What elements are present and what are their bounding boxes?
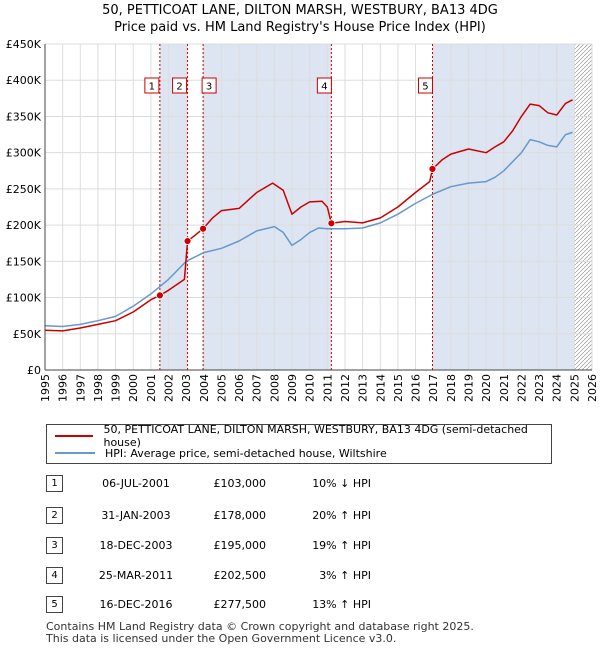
- x-tick-label: 2020: [480, 374, 493, 402]
- x-tick-label: 2015: [392, 374, 405, 402]
- x-tick-label: 2004: [198, 374, 211, 402]
- y-tick-label: £200K: [6, 219, 42, 232]
- sale-marker-box: [144, 77, 160, 94]
- legend: 50, PETTICOAT LANE, DILTON MARSH, WESTBU…: [46, 423, 552, 464]
- sale-marker-box: [316, 77, 332, 94]
- table-row-number: 5: [46, 596, 63, 613]
- table-row-number: 2: [46, 507, 63, 524]
- footer-copyright: Contains HM Land Registry data © Crown c…: [46, 620, 474, 633]
- legend-label-hpi: HPI: Average price, semi-detached house,…: [105, 446, 387, 460]
- y-tick-label: £400K: [6, 74, 42, 87]
- x-tick-label: 1996: [57, 374, 70, 402]
- legend-item-property: 50, PETTICOAT LANE, DILTON MARSH, WESTBU…: [55, 423, 551, 449]
- x-tick-label: 1997: [74, 374, 87, 402]
- sale-marker-label: 2: [176, 82, 182, 93]
- sale-marker-label: 4: [321, 82, 327, 93]
- sale-marker-box: [417, 77, 433, 94]
- x-tick-label: 2025: [568, 374, 581, 402]
- table-row-price: £277,500: [213, 598, 267, 611]
- table-row-hpi: 10% ↓ HPI: [312, 477, 371, 490]
- x-tick-label: 2010: [304, 374, 317, 402]
- table-row-date: 25-MAR-2011: [98, 569, 174, 582]
- forecast-hatch: [574, 44, 592, 370]
- sale-marker-label: 5: [422, 82, 428, 93]
- table-row-hpi: 19% ↑ HPI: [312, 539, 371, 552]
- hpi-line: [44, 131, 573, 328]
- x-tick-label: 2024: [551, 374, 564, 402]
- table-row: 3 18-DEC-2003 £195,000 19% ↑ HPI: [46, 537, 550, 555]
- property-price-line: [44, 99, 573, 332]
- table-row-date: 06-JUL-2001: [102, 477, 170, 490]
- table-row-date: 18-DEC-2003: [99, 539, 173, 552]
- x-tick-label: 1999: [110, 374, 123, 402]
- table-row-number: 1: [46, 475, 63, 492]
- x-tick-label: 2023: [533, 374, 546, 402]
- x-tick-label: 2017: [427, 374, 440, 402]
- table-row-price: £195,000: [213, 539, 267, 552]
- table-row: 1 06-JUL-2001 £103,000 10% ↓ HPI: [46, 475, 550, 493]
- x-tick-label: 2003: [180, 374, 193, 402]
- legend-swatch-hpi: [55, 452, 95, 454]
- table-row-hpi: 3% ↑ HPI: [319, 569, 371, 582]
- table-row-date: 31-JAN-2003: [101, 509, 171, 522]
- x-tick-label: 2001: [145, 374, 158, 402]
- x-tick-label: 2013: [357, 374, 370, 402]
- table-row: 5 16-DEC-2016 £277,500 13% ↑ HPI: [46, 596, 550, 614]
- sale-point: [428, 165, 437, 173]
- chart-subtitle: Price paid vs. HM Land Registry's House …: [114, 20, 486, 35]
- x-tick-label: 2018: [445, 374, 458, 402]
- chart-title: 50, PETTICOAT LANE, DILTON MARSH, WESTBU…: [102, 3, 498, 18]
- x-tick-label: 2011: [321, 374, 334, 402]
- footer-licence: This data is licensed under the Open Gov…: [46, 632, 397, 645]
- legend-label-property: 50, PETTICOAT LANE, DILTON MARSH, WESTBU…: [103, 423, 528, 449]
- x-tick-label: 2005: [215, 374, 228, 402]
- table-row-hpi: 13% ↑ HPI: [312, 598, 371, 611]
- sale-point: [183, 237, 192, 245]
- y-tick-label: £100K: [6, 292, 42, 305]
- y-tick-label: £150K: [6, 255, 42, 268]
- sale-marker-box: [172, 77, 188, 94]
- table-row-date: 16-DEC-2016: [99, 598, 173, 611]
- table-row-price: £103,000: [213, 477, 267, 490]
- x-tick-label: 2000: [127, 374, 140, 402]
- x-tick-label: 2006: [233, 374, 246, 402]
- x-tick-label: 2007: [251, 374, 264, 402]
- sale-marker-box: [201, 77, 217, 94]
- x-tick-label: 2014: [374, 374, 387, 402]
- shaded-period: [203, 44, 332, 370]
- table-row-price: £202,500: [213, 569, 267, 582]
- x-tick-label: 2022: [515, 374, 528, 402]
- y-tick-label: £50K: [13, 328, 42, 341]
- x-tick-label: 2008: [268, 374, 281, 402]
- sale-point: [199, 224, 208, 233]
- sale-point: [327, 219, 336, 228]
- x-tick-label: 2026: [586, 374, 599, 402]
- x-tick-label: 1998: [92, 374, 105, 402]
- x-tick-label: 2002: [163, 374, 176, 402]
- x-tick-label: 2012: [339, 374, 352, 402]
- table-row: 2 31-JAN-2003 £178,000 20% ↑ HPI: [46, 507, 550, 525]
- x-tick-label: 2021: [498, 374, 511, 402]
- table-row-price: £178,000: [213, 509, 267, 522]
- y-tick-label: £300K: [6, 147, 42, 160]
- y-tick-label: £250K: [6, 183, 42, 196]
- legend-item-hpi: HPI: Average price, semi-detached house,…: [55, 445, 387, 461]
- shaded-period: [159, 44, 188, 370]
- table-row: 4 25-MAR-2011 £202,500 3% ↑ HPI: [46, 567, 550, 585]
- sale-marker-label: 3: [206, 82, 212, 93]
- sale-marker-label: 1: [149, 82, 155, 93]
- price-chart: 1 2 3 4 5 £0 £50K £100K £150K £200K £250K £300K £35…: [6, 38, 599, 402]
- table-row-hpi: 20% ↑ HPI: [312, 509, 371, 522]
- x-tick-label: 2009: [286, 374, 299, 402]
- table-row-number: 4: [46, 567, 63, 584]
- x-tick-label: 1995: [39, 374, 52, 402]
- table-row-number: 3: [46, 537, 63, 554]
- y-tick-label: £350K: [6, 110, 42, 123]
- x-tick-label: 2016: [410, 374, 423, 402]
- legend-swatch-property: [55, 435, 94, 437]
- y-tick-label: £0: [27, 364, 41, 377]
- sale-point: [155, 291, 164, 300]
- x-tick-label: 2019: [462, 374, 475, 402]
- y-tick-label: £450K: [6, 38, 42, 51]
